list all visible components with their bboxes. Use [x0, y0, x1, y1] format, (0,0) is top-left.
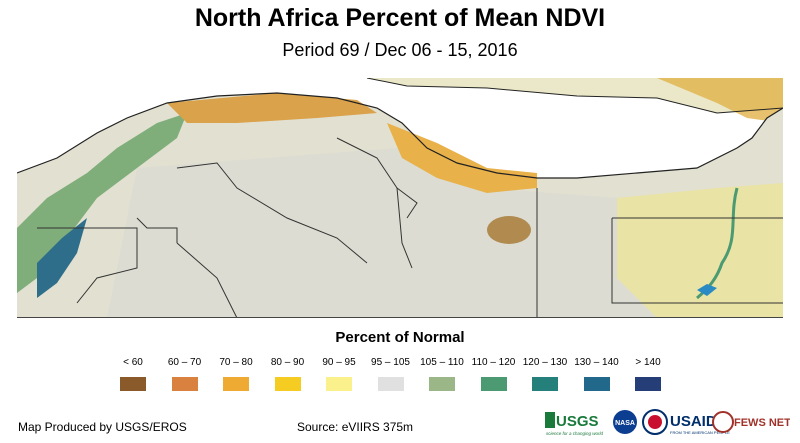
legend-label: 70 – 80 — [219, 357, 253, 368]
usaid-logo: USAID FROM THE AMERICAN PEOPLE — [670, 413, 730, 435]
legend-item: 60 – 70 — [160, 356, 210, 391]
legend-title: Percent of Normal — [335, 329, 465, 346]
egypt-yellow — [617, 183, 783, 318]
europe-land-east — [657, 78, 783, 123]
legend-swatch — [429, 377, 455, 391]
legend-swatch — [274, 377, 301, 391]
usgs-logo-text: USGS — [556, 413, 599, 430]
produced-by: Map Produced by USGS/EROS — [18, 420, 187, 434]
map-title: North Africa Percent of Mean NDVI — [194, 4, 606, 32]
legend-label: 90 – 95 — [322, 357, 356, 368]
data-source: Source: eVIIRS 375m — [297, 420, 414, 434]
legend-item: > 140 — [623, 356, 673, 391]
legend-item: 105 – 110 — [417, 356, 467, 391]
lake-nasser — [697, 284, 717, 296]
legend-label: 130 – 140 — [574, 357, 619, 368]
legend-item: 70 – 80 — [211, 356, 261, 391]
usaid-seal — [642, 409, 668, 435]
legend-label: 80 – 90 — [270, 357, 305, 368]
sahara-interior — [107, 148, 783, 318]
ndvi-map — [17, 78, 783, 318]
map-subtitle: Period 69 / Dec 06 - 15, 2016 — [282, 40, 518, 60]
partner-logos: USGS science for a changing world NASA U… — [545, 409, 790, 436]
legend-label: < 60 — [123, 357, 143, 368]
usaid-tagline: FROM THE AMERICAN PEOPLE — [670, 430, 730, 435]
legend: < 60 60 – 70 70 – 80 80 – 90 90 – 95 95 – 105… — [108, 356, 668, 396]
legend-item: 130 – 140 — [572, 356, 622, 391]
legend-swatch — [377, 377, 404, 391]
legend-label: > 140 — [635, 357, 661, 368]
nasa-logo: NASA — [613, 410, 637, 434]
legend-item: 110 – 120 — [469, 356, 519, 391]
coast-north — [167, 93, 377, 123]
legend-swatch — [326, 377, 352, 391]
legend-swatch — [480, 377, 507, 391]
coast-orange — [387, 123, 537, 193]
legend-swatch — [635, 377, 661, 391]
fewsnet-logo: FEWS NET — [712, 411, 790, 433]
usaid-logo-text: USAID — [670, 413, 717, 430]
legend-swatch — [120, 377, 146, 391]
legend-swatch — [171, 377, 198, 391]
atlas-dark — [37, 218, 87, 298]
legend-swatch — [223, 377, 249, 391]
coastline — [17, 92, 783, 179]
legend-item: 95 – 105 — [366, 356, 416, 391]
legend-label: 110 – 120 — [471, 357, 516, 368]
europe-land — [167, 78, 783, 113]
legend-item: 80 – 90 — [263, 356, 313, 391]
legend-label: 95 – 105 — [371, 357, 410, 368]
legend-label: 60 – 70 — [167, 357, 202, 368]
usgs-tagline: science for a changing world — [546, 431, 604, 436]
legend-label: 120 – 130 — [522, 357, 568, 368]
legend-item: 120 – 130 — [520, 356, 570, 391]
legend-swatch — [583, 377, 610, 391]
legend-item: < 60 — [108, 356, 158, 391]
legend-label: 105 – 110 — [420, 357, 464, 368]
fewsnet-logo-text: FEWS NET — [734, 417, 790, 429]
country-borders — [37, 137, 783, 318]
nasa-logo-text: NASA — [615, 420, 635, 427]
usgs-logo: USGS science for a changing world — [545, 412, 604, 436]
libya-patch — [487, 216, 531, 244]
legend-swatch — [532, 377, 558, 391]
legend-item: 90 – 95 — [314, 356, 364, 391]
europe-coast — [366, 78, 783, 114]
